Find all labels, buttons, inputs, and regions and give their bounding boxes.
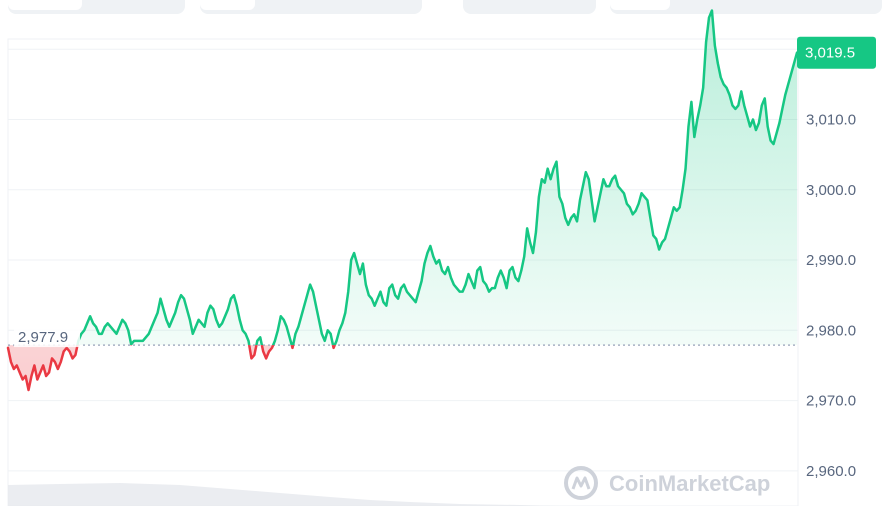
y-tick-label: 2,990.0: [806, 252, 856, 269]
area-above-reference: [8, 10, 797, 346]
current-price-tag-background: [797, 36, 876, 69]
tab-2-active-segment: [200, 0, 255, 10]
y-tick-label: 2,960.0: [806, 463, 856, 480]
y-tick-label: 2,980.0: [806, 322, 856, 339]
y-tick-label: 2,970.0: [806, 393, 856, 410]
tab-1[interactable]: [8, 0, 185, 14]
reference-label: 2,977.9: [14, 327, 80, 348]
reference-label-background: [14, 327, 80, 348]
y-axis: 2,960.0 2,970.0 2,980.0 2,990.0 3,000.0 3,010…: [806, 111, 856, 479]
coinmarketcap-logo-icon: [564, 466, 598, 500]
tab-4-active-segment: [610, 0, 670, 10]
current-price-label: 3,019.5: [805, 45, 855, 62]
tab-4[interactable]: [610, 0, 882, 14]
volume-area: [8, 483, 560, 506]
volume-bars: [8, 483, 560, 506]
watermark: CoinMarketCap: [564, 466, 770, 500]
tab-2[interactable]: [200, 0, 422, 14]
reference-label-text: 2,977.9: [18, 329, 68, 346]
tab-1-active-segment: [8, 0, 82, 10]
y-tick-label: 3,010.0: [806, 111, 856, 128]
current-price-tag: 3,019.5: [797, 36, 876, 69]
tab-3[interactable]: [463, 0, 596, 14]
watermark-text: CoinMarketCap: [609, 471, 770, 496]
plot-frame: [7, 38, 799, 506]
price-line-up: [76, 9, 799, 346]
y-tick-label: 3,000.0: [806, 182, 856, 199]
